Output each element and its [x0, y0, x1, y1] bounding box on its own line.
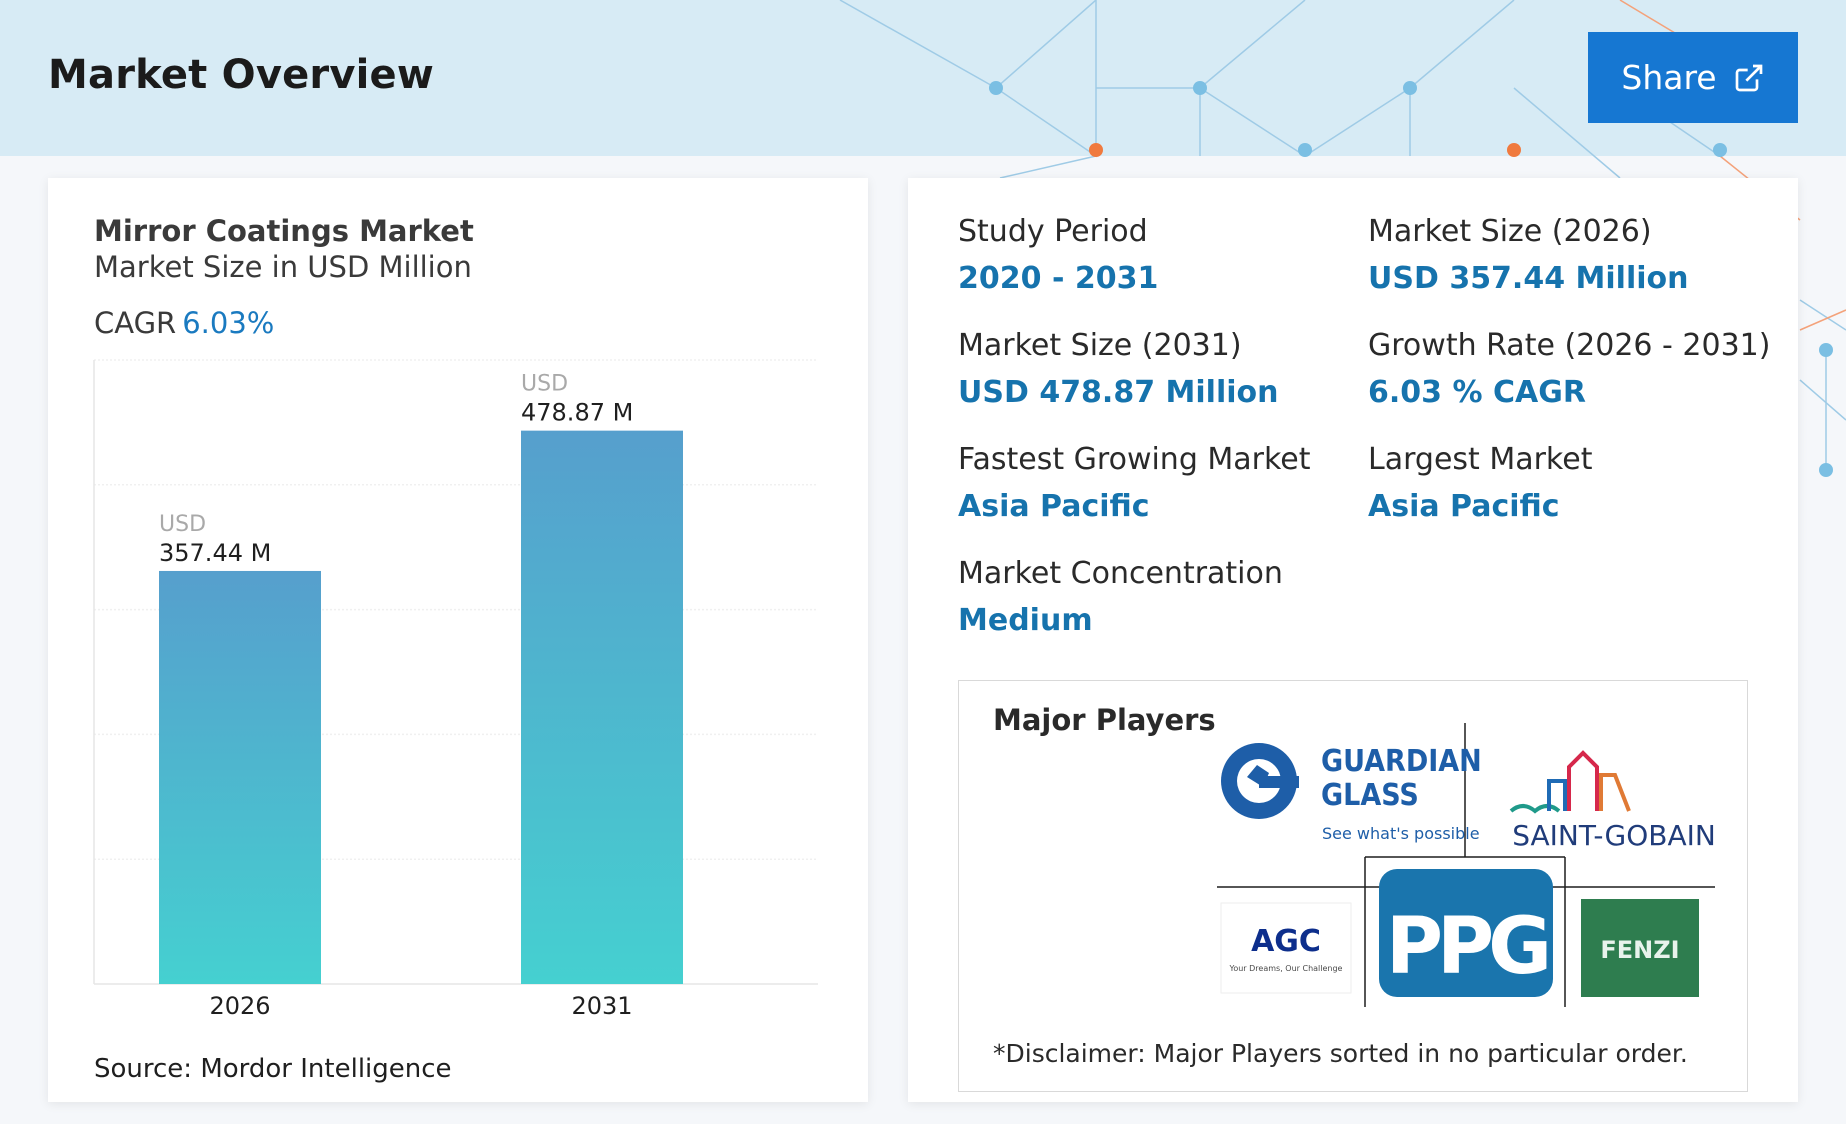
cagr-label: CAGR — [94, 306, 177, 340]
agc-logo: AGC Your Dreams, Our Challenge — [1220, 902, 1352, 994]
page-title: Market Overview — [48, 52, 435, 98]
external-link-icon — [1735, 64, 1762, 91]
fenzi-logo: FENZI — [1581, 899, 1699, 997]
stat-study-period: Study Period 2020 - 2031 — [958, 214, 1158, 296]
svg-text:FENZI: FENZI — [1600, 936, 1679, 964]
x-tick-label: 2031 — [571, 992, 632, 1020]
cagr-value: 6.03% — [182, 306, 275, 340]
share-label: Share — [1621, 58, 1717, 97]
ppg-logo: PPG — [1379, 869, 1553, 997]
stat-value: Medium — [958, 603, 1093, 638]
stat-label: Fastest Growing Market — [958, 442, 1311, 477]
saint-gobain-logo: SAINT-GOBAIN — [1509, 750, 1716, 852]
chart-subtitle: Market Size in USD Million — [94, 250, 472, 284]
stat-label: Study Period — [958, 214, 1148, 249]
svg-text:GLASS: GLASS — [1321, 778, 1419, 813]
major-players-box: Major Players GUARDIAN GLASS See what's … — [958, 680, 1748, 1092]
chart-source: Source: Mordor Intelligence — [94, 1054, 452, 1084]
cagr-line: CAGR 6.03% — [94, 306, 274, 340]
svg-text:See what's possible: See what's possible — [1322, 824, 1480, 843]
stat-value: 6.03 % CAGR — [1368, 375, 1586, 410]
bar-value-prefix: USD — [159, 512, 206, 537]
stat-label: Market Size (2026) — [1368, 214, 1652, 249]
chart-title: Mirror Coatings Market — [94, 214, 474, 248]
stat-value: USD 478.87 Million — [958, 375, 1279, 410]
market-stats-card: Study Period 2020 - 2031 Market Size (20… — [908, 178, 1798, 1102]
bar-value-label: 357.44 M — [159, 539, 271, 567]
stat-largest-market: Largest Market Asia Pacific — [1368, 442, 1592, 524]
major-players-title: Major Players — [993, 703, 1216, 737]
bar-value-prefix: USD — [521, 372, 568, 397]
stat-value: Asia Pacific — [1368, 489, 1560, 524]
stat-label: Growth Rate (2026 - 2031) — [1368, 328, 1771, 363]
players-disclaimer: *Disclaimer: Major Players sorted in no … — [993, 1039, 1688, 1068]
stat-value: Asia Pacific — [958, 489, 1150, 524]
svg-text:GUARDIAN: GUARDIAN — [1321, 744, 1482, 779]
stat-label: Market Concentration — [958, 556, 1283, 591]
stat-label: Largest Market — [1368, 442, 1593, 477]
svg-text:AGC: AGC — [1251, 924, 1321, 959]
stat-label: Market Size (2031) — [958, 328, 1242, 363]
market-size-chart-card: Mirror Coatings Market Market Size in US… — [48, 178, 868, 1102]
stat-value: 2020 - 2031 — [958, 261, 1159, 296]
stat-market-size-2031: Market Size (2031) USD 478.87 Million — [958, 328, 1278, 410]
major-players-logos: GUARDIAN GLASS See what's possible SAINT… — [1217, 723, 1716, 1007]
stat-growth-rate: Growth Rate (2026 - 2031) 6.03 % CAGR — [1368, 328, 1770, 410]
x-tick-label: 2026 — [209, 992, 270, 1020]
stat-fastest-growing-market: Fastest Growing Market Asia Pacific — [958, 442, 1311, 524]
svg-text:SAINT-GOBAIN: SAINT-GOBAIN — [1512, 819, 1716, 852]
share-button[interactable]: Share — [1588, 32, 1798, 123]
stat-market-concentration: Market Concentration Medium — [958, 556, 1283, 638]
stat-market-size-2026: Market Size (2026) USD 357.44 Million — [1368, 214, 1688, 296]
svg-text:Your Dreams, Our Challenge: Your Dreams, Our Challenge — [1229, 964, 1343, 973]
guardian-glass-logo: GUARDIAN GLASS See what's possible — [1221, 743, 1482, 843]
bar-2026 — [159, 570, 321, 984]
svg-text:PPG: PPG — [1386, 902, 1547, 992]
stat-value: USD 357.44 Million — [1368, 261, 1689, 296]
bar-value-label: 478.87 M — [521, 399, 633, 427]
bar-2031 — [521, 430, 683, 984]
